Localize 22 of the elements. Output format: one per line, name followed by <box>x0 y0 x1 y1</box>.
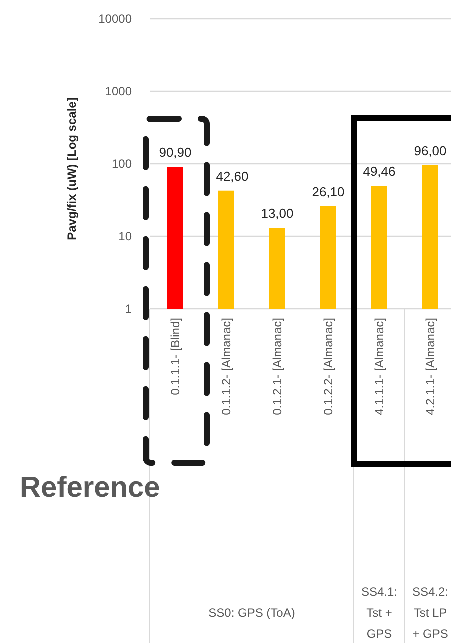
data-label: 96,00 <box>414 143 447 158</box>
y-tick-label: 10 <box>118 230 132 244</box>
y-axis-title: Pavg/fix (uW) [Log scale] <box>65 98 79 240</box>
data-label: 13,00 <box>261 206 294 222</box>
y-tick-label: 1000 <box>105 84 132 99</box>
x-tick-label: 4.1.1.1- [Almanac] <box>372 318 386 416</box>
text: SS4.1: Tst + GPS <box>361 585 398 641</box>
x-tick-label: 0.1.2.2- [Almanac] <box>322 318 336 416</box>
y-tick-label: 100 <box>112 157 132 172</box>
x-tick-label: 0.1.2.1- [Almanac] <box>270 318 284 416</box>
data-label: 49,46 <box>363 164 396 180</box>
data-label: 26,10 <box>312 184 345 200</box>
data-label: 90,90 <box>159 145 192 160</box>
x-tick-label: 0.1.1.2- [Almanac] <box>220 318 234 416</box>
data-label: 42,60 <box>216 168 249 184</box>
x-tick-label: 0.1.1.1- [Blind] <box>168 318 182 396</box>
text: SS0: GPS (ToA) <box>208 606 296 620</box>
y-tick-label: 10000 <box>98 12 132 26</box>
y-tick-label: 1 <box>125 302 132 316</box>
text: SS4.2: Tst LP + GPS <box>412 585 449 641</box>
x-tick-label: 4.2.1.1- [Almanac] <box>424 318 438 416</box>
text: Reference <box>20 472 160 504</box>
